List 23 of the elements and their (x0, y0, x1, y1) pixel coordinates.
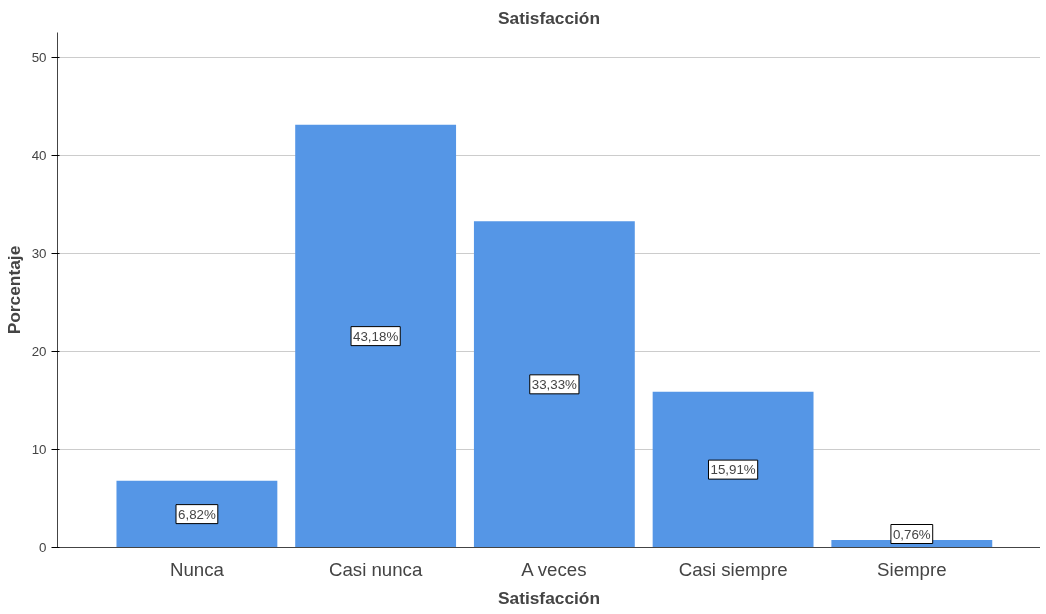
y-tick-label: 0 (39, 540, 47, 555)
bar (295, 124, 457, 548)
x-tick-label: A veces (521, 558, 587, 580)
y-tick-label: 20 (31, 344, 47, 360)
chart-title: Satisfacción (497, 7, 601, 28)
x-tick-label: Casi siempre (678, 558, 788, 580)
x-tick-label: Nunca (169, 558, 225, 580)
bar (473, 221, 635, 548)
data-label: 6,82% (178, 506, 216, 522)
x-tick-label: Casi nunca (328, 558, 423, 580)
data-label: 43,18% (353, 328, 399, 344)
y-tick-label: 10 (31, 442, 47, 458)
data-label: 15,91% (710, 462, 756, 478)
y-axis-title: Porcentaje (3, 245, 24, 335)
data-label: 0,76% (892, 526, 931, 542)
data-label: 33,33% (531, 376, 578, 392)
y-tick-label: 30 (31, 246, 47, 262)
y-tick-label: 40 (31, 148, 47, 164)
x-axis-title: Satisfacción (497, 587, 601, 608)
x-tick-label: Siempre (877, 558, 947, 580)
bar (116, 480, 278, 548)
bar (652, 391, 814, 548)
y-tick-label: 50 (31, 50, 47, 66)
